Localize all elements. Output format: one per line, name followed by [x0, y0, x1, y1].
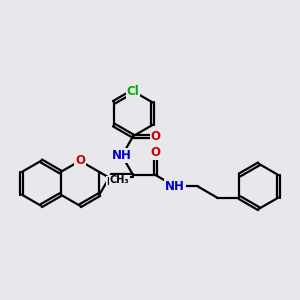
Text: O: O — [75, 154, 85, 167]
Text: O: O — [151, 130, 160, 143]
Text: CH₃: CH₃ — [110, 176, 130, 185]
Text: NH: NH — [165, 180, 185, 193]
Text: NH: NH — [112, 149, 132, 162]
Text: H: H — [106, 177, 115, 187]
Text: O: O — [151, 146, 160, 159]
Text: Cl: Cl — [127, 85, 140, 98]
